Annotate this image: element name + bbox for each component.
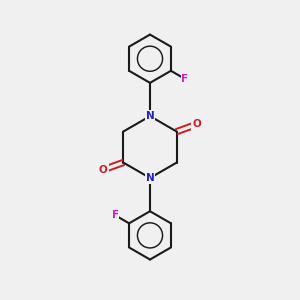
Text: F: F	[112, 210, 118, 220]
Text: F: F	[182, 74, 188, 84]
Text: N: N	[146, 111, 154, 121]
Text: N: N	[146, 173, 154, 183]
Text: O: O	[99, 165, 108, 175]
Text: O: O	[192, 119, 201, 129]
